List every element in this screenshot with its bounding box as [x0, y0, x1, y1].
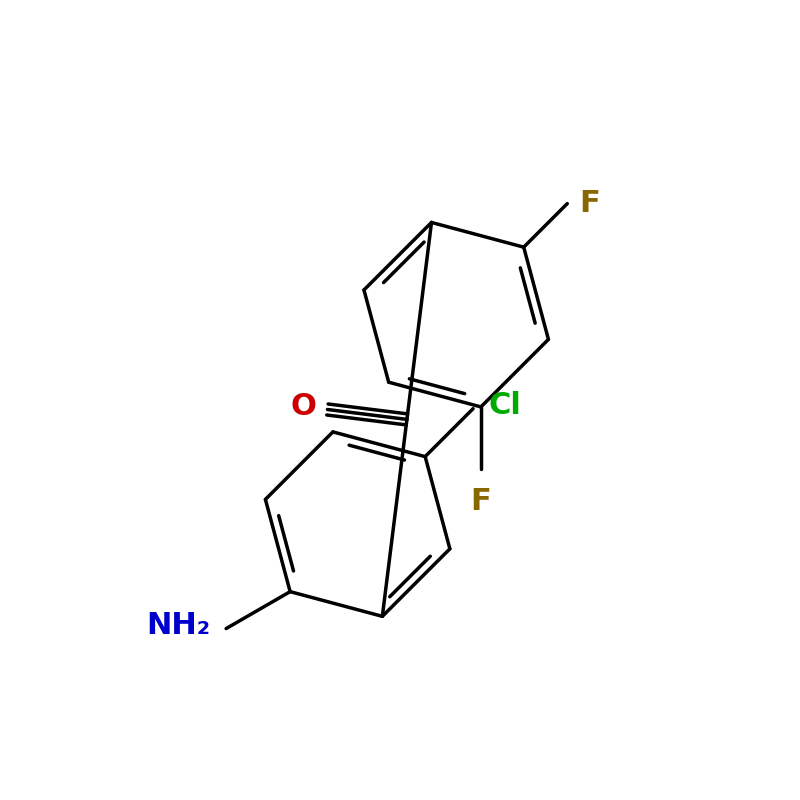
Text: O: O [290, 392, 316, 421]
Text: NH₂: NH₂ [146, 611, 210, 640]
Text: F: F [579, 189, 600, 218]
Text: F: F [470, 487, 491, 516]
Text: Cl: Cl [489, 391, 522, 420]
